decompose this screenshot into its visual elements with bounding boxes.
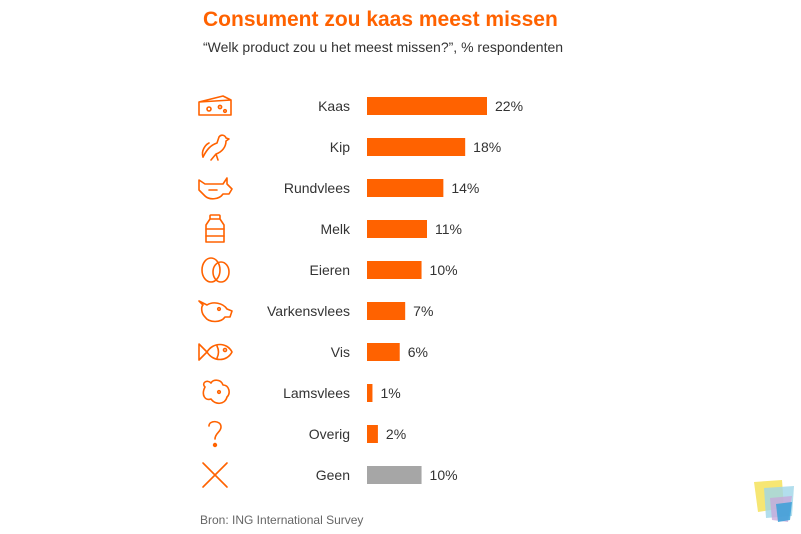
- category-label: Overig: [309, 426, 350, 442]
- bar: [367, 261, 422, 279]
- pig-icon: [198, 300, 233, 323]
- bar-row: Vis 6%: [198, 343, 428, 361]
- milk-bottle-icon: [205, 214, 225, 243]
- value-label: 1%: [380, 385, 400, 401]
- category-label: Varkensvlees: [267, 303, 350, 319]
- value-label: 18%: [473, 139, 501, 155]
- chart-title: Consument zou kaas meest missen: [203, 8, 558, 31]
- value-label: 10%: [430, 467, 458, 483]
- bar-row: Geen 10%: [202, 462, 458, 488]
- value-label: 2%: [386, 426, 406, 442]
- category-label: Vis: [331, 344, 350, 360]
- bar-row: Lamsvlees 1%: [202, 379, 401, 405]
- bar-row: Eieren 10%: [201, 257, 458, 283]
- bar-row: Kaas 22%: [198, 95, 523, 116]
- value-label: 10%: [430, 262, 458, 278]
- bar: [367, 138, 466, 156]
- bar-row: Kip 18%: [201, 134, 501, 161]
- cow-icon: [198, 177, 233, 200]
- category-label: Lamsvlees: [283, 385, 350, 401]
- value-label: 7%: [413, 303, 433, 319]
- bar: [367, 343, 400, 361]
- source-note: Bron: ING International Survey: [200, 513, 364, 527]
- bar: [367, 466, 422, 484]
- category-label: Geen: [316, 467, 350, 483]
- logo-icon: [754, 480, 794, 522]
- chart-subtitle: “Welk product zou u het meest missen?”, …: [203, 39, 564, 55]
- bar-row: Varkensvlees 7%: [198, 300, 433, 323]
- bar-row: Rundvlees 14%: [198, 177, 479, 200]
- bar: [367, 384, 373, 402]
- category-label: Rundvlees: [284, 180, 350, 196]
- eggs-icon: [201, 257, 230, 283]
- value-label: 22%: [495, 98, 523, 114]
- bar-row: Overig 2%: [208, 420, 406, 448]
- category-label: Kaas: [318, 98, 350, 114]
- value-label: 6%: [408, 344, 428, 360]
- bar: [367, 302, 406, 320]
- category-label: Eieren: [310, 262, 350, 278]
- value-label: 11%: [435, 221, 462, 237]
- cheese-icon: [198, 95, 232, 116]
- sheep-icon: [202, 379, 230, 405]
- cross-icon: [202, 462, 228, 488]
- question-mark-icon: [208, 420, 222, 448]
- bar: [367, 220, 427, 238]
- bar: [367, 179, 444, 197]
- fish-icon: [198, 343, 233, 361]
- category-label: Kip: [330, 139, 350, 155]
- category-label: Melk: [320, 221, 351, 237]
- bar: [367, 97, 487, 115]
- value-label: 14%: [451, 180, 479, 196]
- bar-row: Melk 11%: [205, 214, 462, 243]
- chicken-icon: [201, 134, 230, 161]
- bar: [367, 425, 378, 443]
